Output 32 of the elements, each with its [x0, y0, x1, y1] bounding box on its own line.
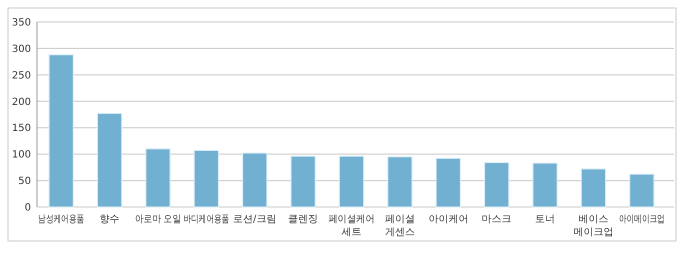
bar [242, 152, 268, 208]
bar [387, 156, 412, 208]
x-tick-label: 페이셜케어 세트 [328, 214, 378, 238]
y-tick-label: 300 [12, 44, 31, 55]
x-tick-label: 클렌징 [288, 214, 318, 225]
bar [484, 162, 510, 208]
bar [580, 168, 606, 208]
y-tick-label: 200 [12, 96, 31, 108]
x-tick-label: 로션/크림 [233, 214, 276, 225]
x-tick-label: 아이케어 [428, 214, 468, 225]
y-tick-label: 50 [18, 176, 31, 188]
y-tick-label: 350 [12, 18, 31, 28]
x-tick-label: 아이메이크업 [618, 214, 679, 225]
x-tick-label: 토너 [535, 214, 556, 225]
x-tick-label: 베이스 메이크업 [573, 214, 614, 238]
x-tick-label: 마스크 [482, 214, 512, 225]
bar [145, 148, 171, 208]
y-tick-label: 250 [12, 70, 31, 82]
x-tick-label: 남성케어용품 [38, 214, 98, 225]
bar [532, 162, 558, 208]
y-tick-label: 0 [24, 202, 31, 214]
x-tick-label: 페이셜 게센스 [384, 214, 415, 238]
x-tick-label: 향수 [100, 214, 120, 225]
bar [629, 174, 654, 208]
y-tick-label: 150 [12, 123, 31, 134]
y-tick-label: 100 [12, 150, 31, 161]
bar [194, 150, 219, 208]
bar [338, 156, 364, 208]
bar [290, 156, 316, 208]
bar [48, 54, 74, 208]
bar [436, 158, 461, 208]
bar [96, 112, 122, 208]
